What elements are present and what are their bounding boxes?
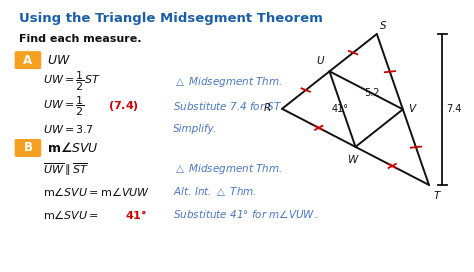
Text: $\mathbf{41°}$: $\mathbf{41°}$ <box>125 208 147 221</box>
Text: $S$: $S$ <box>379 19 387 31</box>
Text: 7.4: 7.4 <box>447 104 462 114</box>
Text: $U$: $U$ <box>316 54 326 66</box>
Text: Using the Triangle Midsegment Theorem: Using the Triangle Midsegment Theorem <box>19 12 323 25</box>
Text: $T$: $T$ <box>433 189 442 201</box>
Text: 41°: 41° <box>332 104 349 114</box>
Text: $\overline{\it{UW}} \parallel \overline{\it{ST}}$: $\overline{\it{UW}} \parallel \overline{… <box>43 161 88 178</box>
Text: 5.2: 5.2 <box>365 88 380 98</box>
Text: Find each measure.: Find each measure. <box>19 34 141 44</box>
Text: $\mathbf{(7.4)}$: $\mathbf{(7.4)}$ <box>108 99 138 113</box>
Text: $\mathrm{m}\angle \it{SVU} = $: $\mathrm{m}\angle \it{SVU} = $ <box>43 208 99 221</box>
Text: $V$: $V$ <box>408 102 417 114</box>
Text: $\it{UW} = \dfrac{1}{2}$: $\it{UW} = \dfrac{1}{2}$ <box>43 94 84 118</box>
Text: Alt. Int. $\triangle$ Thm.: Alt. Int. $\triangle$ Thm. <box>173 185 257 198</box>
Text: $\it{UW} = \dfrac{1}{2}\it{ST}$: $\it{UW} = \dfrac{1}{2}\it{ST}$ <box>43 70 100 93</box>
Text: B: B <box>24 141 32 154</box>
FancyBboxPatch shape <box>15 139 41 157</box>
Text: $\mathbf{m\angle \it{SVU}}$: $\mathbf{m\angle \it{SVU}}$ <box>47 141 99 155</box>
Text: Substitute 7.4 for $\it{ST}.$: Substitute 7.4 for $\it{ST}.$ <box>173 100 284 112</box>
FancyBboxPatch shape <box>15 51 41 69</box>
Text: Simplify.: Simplify. <box>173 124 217 134</box>
Text: $\it{UW}$: $\it{UW}$ <box>47 54 71 67</box>
Text: $W$: $W$ <box>347 153 359 165</box>
Text: A: A <box>23 54 33 67</box>
Text: $\mathrm{m}\angle \it{SVU} = \mathrm{m}\angle \it{VUW}$: $\mathrm{m}\angle \it{SVU} = \mathrm{m}\… <box>43 185 150 198</box>
Text: $\it{UW} = 3.7$: $\it{UW} = 3.7$ <box>43 123 93 135</box>
Text: $\triangle$ Midsegment Thm.: $\triangle$ Midsegment Thm. <box>173 162 283 176</box>
Text: Substitute 41° for m$\angle \it{VUW}.$: Substitute 41° for m$\angle \it{VUW}.$ <box>173 208 318 220</box>
Text: $R$: $R$ <box>264 101 272 113</box>
Text: $\triangle$ Midsegment Thm.: $\triangle$ Midsegment Thm. <box>173 75 283 89</box>
